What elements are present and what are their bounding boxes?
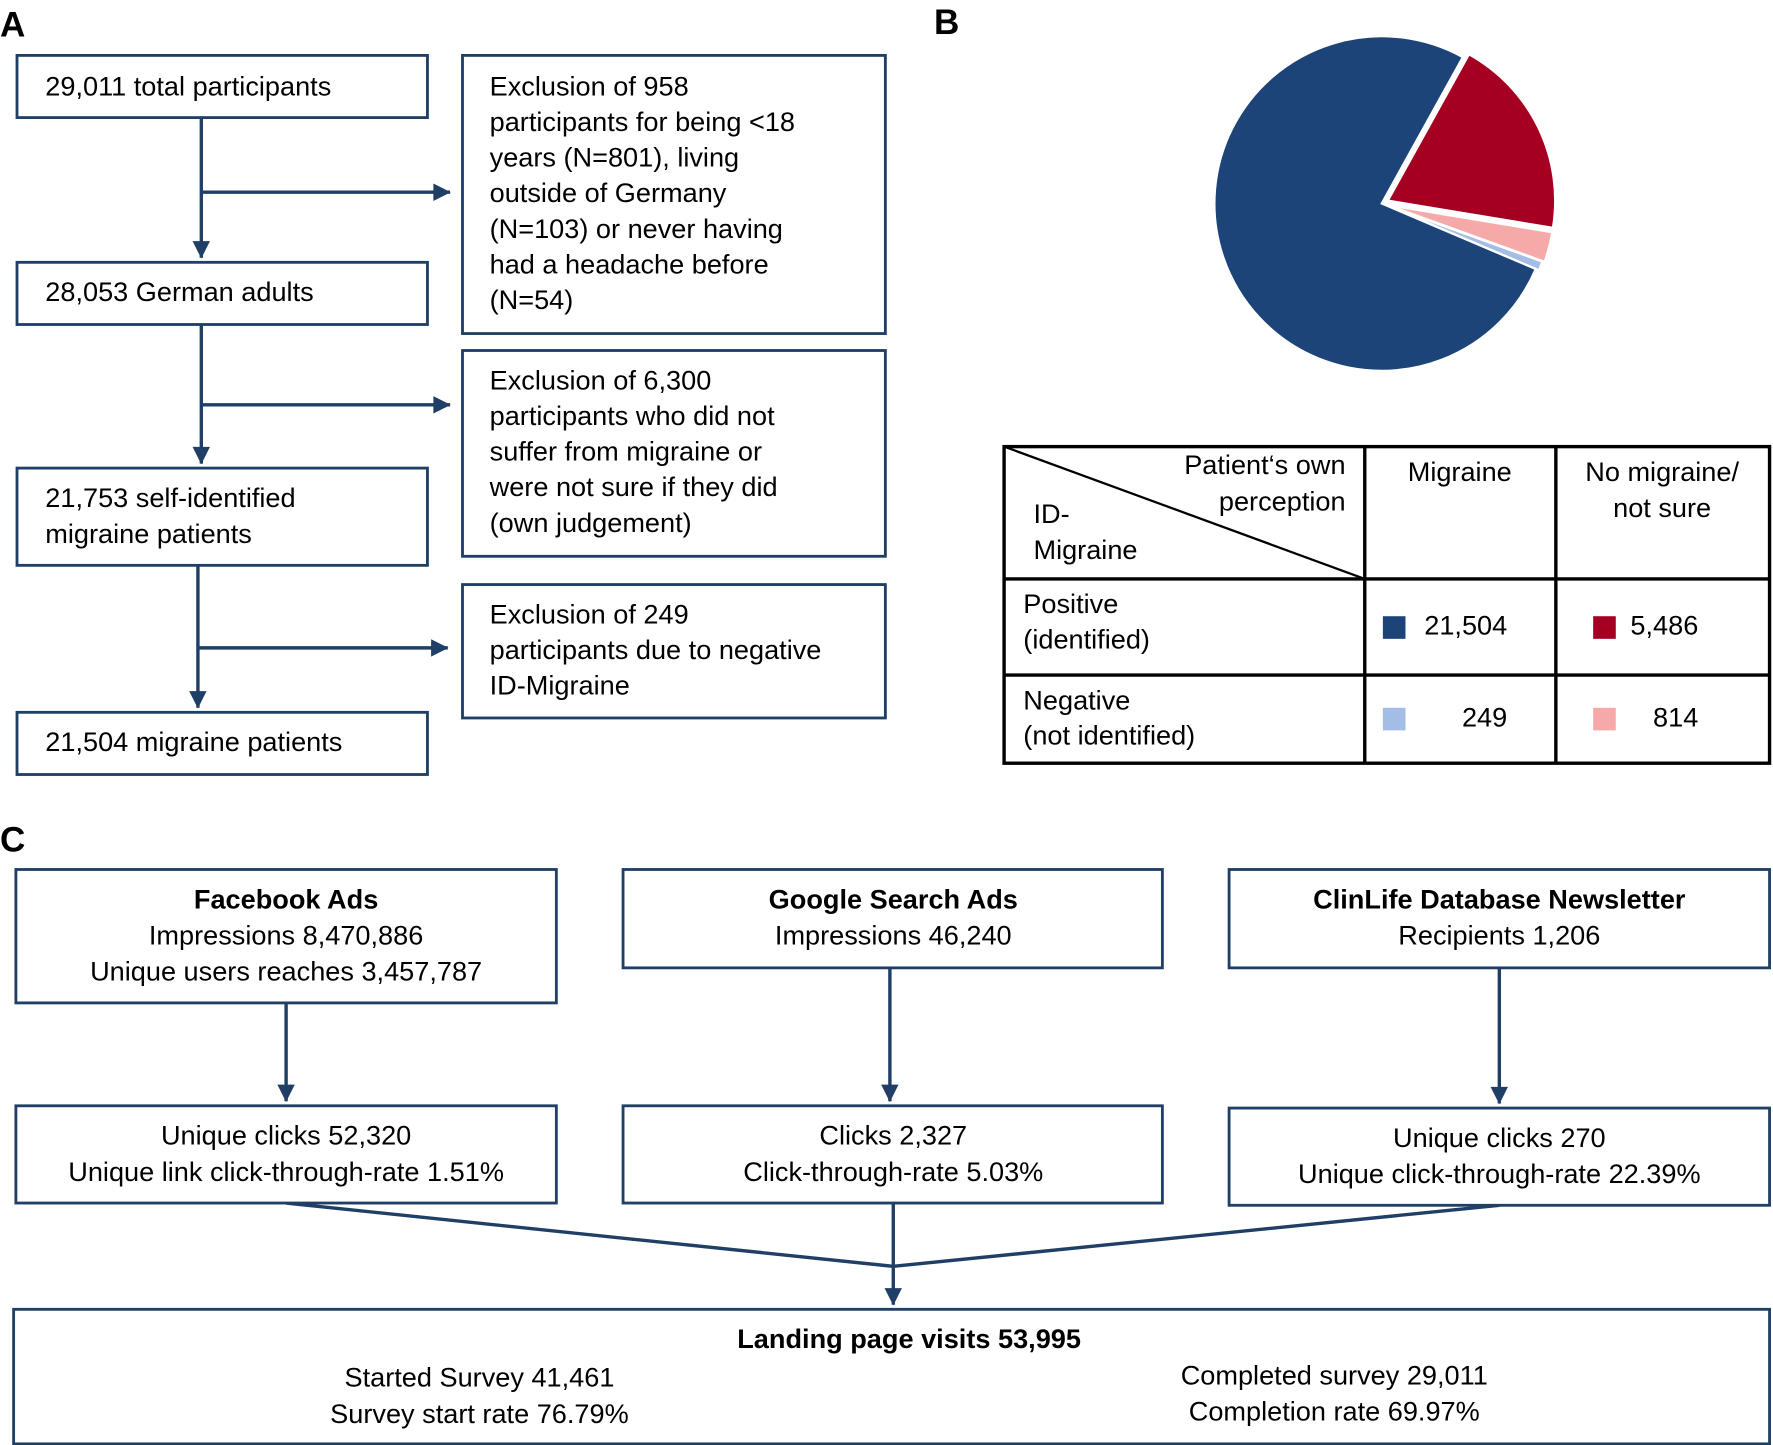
- cell-value: 5,486: [1630, 610, 1698, 641]
- source-text: Unique users reaches 3,457,787: [90, 956, 482, 987]
- exclusion-text: outside of Germany: [490, 177, 727, 208]
- result-text: Unique click-through-rate 22.39%: [1298, 1158, 1701, 1189]
- box: [621, 1104, 1164, 1205]
- exclusion-text: had a headache before: [490, 248, 769, 279]
- exclusion-text: participants due to negative: [490, 634, 822, 665]
- table-border: [1002, 444, 1772, 765]
- box: [14, 868, 558, 1005]
- exclusion-text: (N=103) or never having: [490, 213, 783, 244]
- box: [621, 868, 1164, 970]
- box: [1227, 868, 1771, 970]
- pie-slice: [1213, 35, 1538, 372]
- exclusion-text: suffer from migraine or: [490, 436, 762, 467]
- exclusion-text: ID-Migraine: [490, 670, 630, 701]
- step-text: 21,504 migraine patients: [45, 726, 342, 757]
- table-grid: [1002, 444, 1772, 765]
- legend-swatch: [1382, 616, 1406, 639]
- diagonal: [1003, 445, 1366, 580]
- panel-label: A: [0, 5, 25, 44]
- exclusion-text: participants who did not: [490, 400, 775, 431]
- result-text: Clicks 2,327: [819, 1120, 967, 1151]
- row-header: (identified): [1023, 623, 1150, 654]
- result-text: Unique clicks 52,320: [161, 1120, 411, 1151]
- exclusion-text: Exclusion of 6,300: [490, 364, 712, 395]
- source-text: Recipients 1,206: [1398, 919, 1600, 950]
- source-title: ClinLife Database Newsletter: [1313, 883, 1686, 914]
- step-text: 28,053 German adults: [45, 276, 313, 307]
- boxes: [12, 53, 1771, 1445]
- box: [14, 1104, 558, 1205]
- source-text: Impressions 46,240: [775, 919, 1012, 950]
- result-text: Unique link click-through-rate 1.51%: [68, 1156, 504, 1187]
- step-text: migraine patients: [45, 518, 252, 549]
- result-text: Click-through-rate 5.03%: [743, 1156, 1043, 1187]
- box: [461, 583, 887, 720]
- table-corner-text: ID-: [1033, 498, 1069, 529]
- table-corner-text: Migraine: [1033, 534, 1137, 565]
- source-title: Facebook Ads: [194, 883, 378, 914]
- exclusion-text: (N=54): [490, 284, 574, 315]
- box: [15, 53, 429, 120]
- step-text: 29,011 total participants: [45, 70, 331, 101]
- cell-value: 814: [1653, 701, 1698, 732]
- flow-c-connectors: [277, 967, 1508, 1306]
- exclusion-text: were not sure if they did: [489, 471, 778, 502]
- landing-text: Started Survey 41,461: [344, 1362, 614, 1393]
- table-corner-text: perception: [1219, 485, 1346, 516]
- cell-value: 249: [1462, 701, 1507, 732]
- exclusion-text: participants for being <18: [490, 106, 795, 137]
- landing-text: Completion rate 69.97%: [1189, 1396, 1480, 1427]
- landing-text: Survey start rate 76.79%: [330, 1398, 629, 1429]
- row-header: Positive: [1023, 588, 1118, 619]
- legend-swatch: [1593, 616, 1616, 639]
- panel-label: C: [0, 821, 25, 860]
- exclusion-text: Exclusion of 249: [490, 598, 689, 629]
- exclusion-text: (own judgement): [490, 507, 692, 538]
- column-header: No migraine/: [1585, 456, 1739, 487]
- box: [12, 1307, 1771, 1445]
- pie-slice: [1386, 52, 1557, 230]
- exclusion-text: Exclusion of 958: [490, 70, 689, 101]
- legend-swatch: [1593, 707, 1616, 731]
- box: [461, 349, 887, 558]
- row-header: (not identified): [1023, 719, 1195, 750]
- table-corner-text: Patient‘s own: [1184, 449, 1345, 480]
- column-header: Migraine: [1408, 456, 1512, 487]
- box: [1227, 1106, 1771, 1207]
- result-text: Unique clicks 270: [1393, 1122, 1606, 1153]
- source-text: Impressions 8,470,886: [149, 919, 423, 950]
- landing-text: Completed survey 29,011: [1181, 1359, 1488, 1390]
- panel-label: B: [934, 3, 959, 42]
- box: [15, 466, 429, 567]
- column-header: not sure: [1613, 492, 1711, 523]
- row-header: Negative: [1023, 684, 1130, 715]
- legend-swatch: [1382, 707, 1406, 731]
- box: [15, 710, 429, 776]
- source-title: Google Search Ads: [769, 883, 1018, 914]
- exclusion-text: years (N=801), living: [490, 142, 740, 173]
- box: [461, 53, 887, 335]
- cell-value: 21,504: [1424, 610, 1507, 641]
- flow-a-connectors: [189, 117, 451, 709]
- pie-slice: [1386, 203, 1554, 264]
- step-text: 21,753 self-identified: [45, 482, 295, 513]
- box: [15, 260, 429, 326]
- landing-title: Landing page visits 53,995: [737, 1323, 1081, 1354]
